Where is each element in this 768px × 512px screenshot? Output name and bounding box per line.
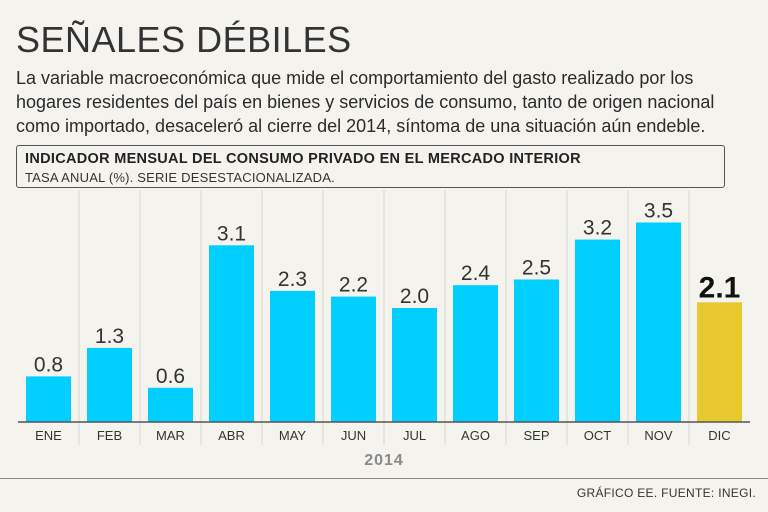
value-label-jun: 2.2	[339, 274, 368, 297]
chart-units: TASA ANUAL (%). SERIE DESESTACIONALIZADA…	[25, 170, 335, 185]
value-label-mar: 0.6	[156, 365, 185, 388]
bar-ene	[26, 376, 71, 422]
bar-jun	[331, 296, 376, 422]
value-label-ago: 2.4	[461, 262, 491, 285]
page-subtitle: La variable macroeconómica que mide el c…	[16, 68, 715, 136]
value-label-feb: 1.3	[95, 325, 124, 348]
value-label-abr: 3.1	[217, 222, 246, 245]
x-tick-mar: MAR	[156, 428, 185, 443]
x-tick-ene: ENE	[35, 428, 62, 443]
x-tick-oct: OCT	[584, 428, 612, 443]
bar-may	[270, 290, 315, 422]
value-label-nov: 3.5	[644, 200, 673, 223]
bar-jul	[392, 308, 437, 422]
footer-divider	[0, 478, 768, 479]
x-tick-jul: JUL	[403, 428, 426, 443]
value-labels: 0.8 1.3 0.6 3.1 2.3 2.2 2.0 2.4 2.5 3.2 3.5 2.1	[34, 200, 740, 388]
value-label-jul: 2.0	[400, 285, 429, 308]
value-label-ene: 0.8	[34, 353, 63, 376]
chart-title: INDICADOR MENSUAL DEL CONSUMO PRIVADO EN…	[25, 151, 581, 167]
value-label-dic: 2.1	[699, 271, 741, 304]
x-tick-abr: ABR	[218, 428, 245, 443]
x-tick-jun: JUN	[341, 428, 366, 443]
source-credit: GRÁFICO EE. FUENTE: INEGI.	[576, 486, 756, 500]
x-tick-dic: DIC	[708, 428, 730, 443]
bars	[26, 222, 742, 422]
bar-ago	[453, 285, 498, 422]
column-backgrounds	[78, 190, 690, 445]
bar-feb	[87, 347, 132, 422]
x-tick-nov: NOV	[644, 428, 673, 443]
bar-abr	[209, 245, 254, 422]
bar-sep	[514, 279, 559, 422]
value-label-oct: 3.2	[583, 217, 612, 240]
x-tick-sep: SEP	[523, 428, 549, 443]
chart-header: INDICADOR MENSUAL DEL CONSUMO PRIVADO EN…	[16, 145, 725, 188]
bar-oct	[575, 239, 620, 422]
page-title: SEÑALES DÉBILES	[16, 19, 352, 60]
value-label-sep: 2.5	[522, 257, 551, 280]
x-axis-year: 2014	[364, 452, 404, 469]
bar-mar	[148, 387, 193, 422]
x-axis: ENE FEB MAR ABR MAY JUN JUL AGO SEP OCT NOV DIC	[18, 421, 750, 443]
x-tick-may: MAY	[279, 428, 307, 443]
x-tick-ago: AGO	[461, 428, 490, 443]
x-tick-feb: FEB	[97, 428, 122, 443]
value-label-may: 2.3	[278, 268, 307, 291]
bar-nov	[636, 222, 681, 422]
bar-dic	[697, 302, 742, 422]
